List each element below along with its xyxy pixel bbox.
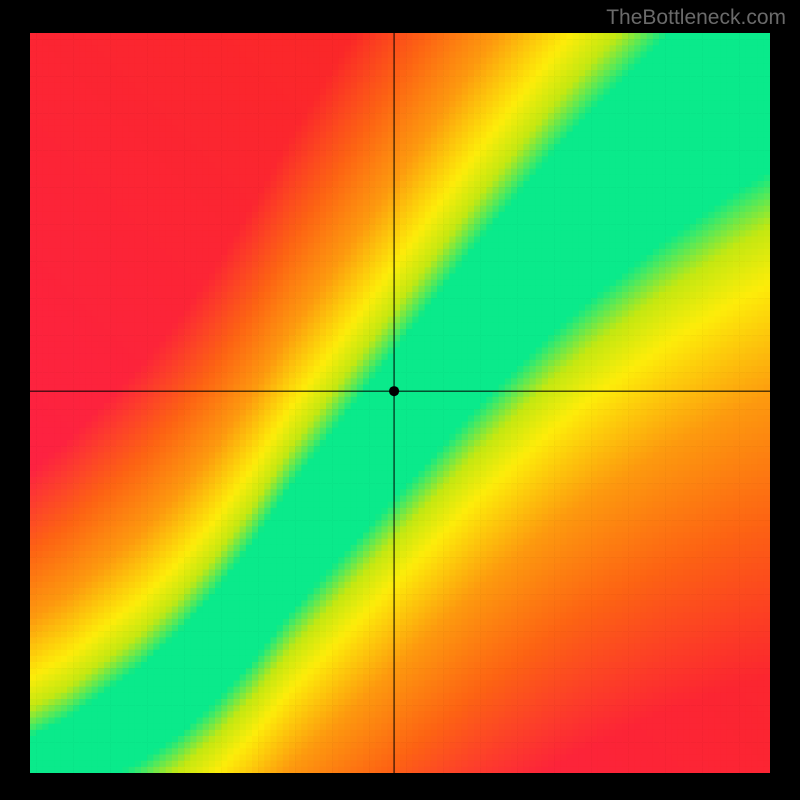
chart-container: TheBottleneck.com <box>0 0 800 800</box>
watermark-text: TheBottleneck.com <box>606 6 786 30</box>
heatmap-canvas <box>30 33 770 773</box>
heatmap-plot <box>30 33 770 773</box>
